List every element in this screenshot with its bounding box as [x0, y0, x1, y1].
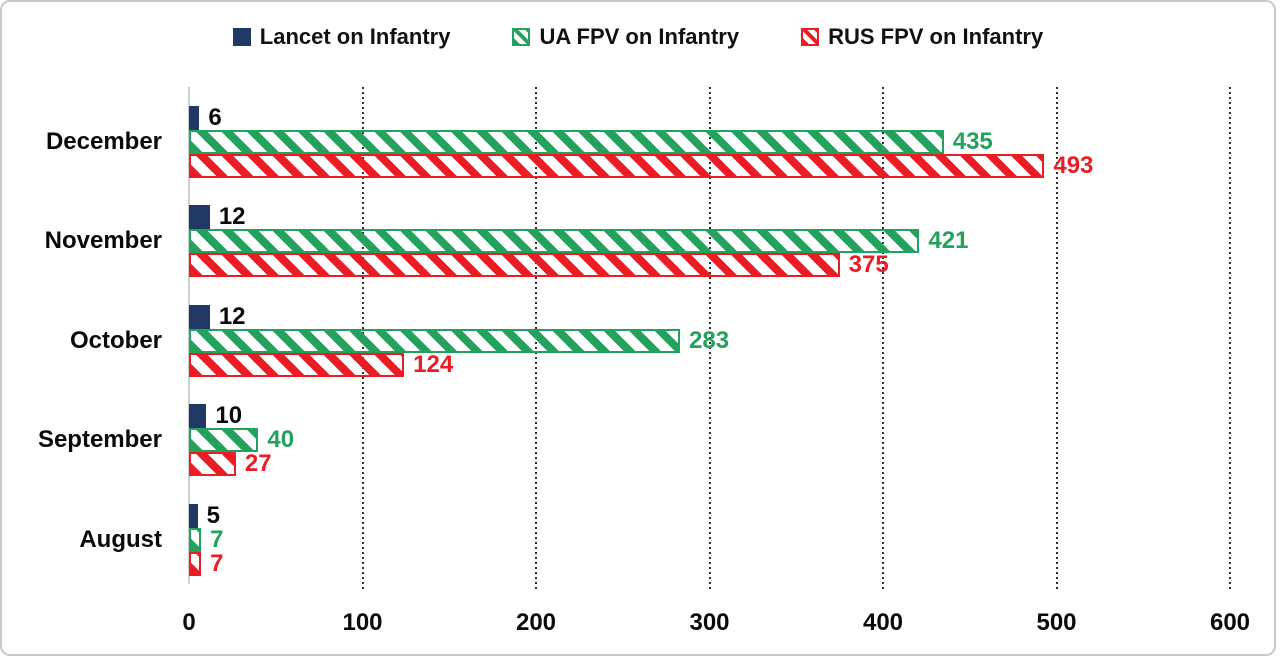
bar-december-series-2	[189, 154, 1045, 178]
bar-october-series-1	[189, 328, 680, 353]
bar-september-series-0	[189, 404, 207, 429]
x-tick-label-200: 200	[515, 609, 557, 636]
value-label-november-series-2: 375	[848, 251, 889, 279]
value-label-september-series-0: 10	[215, 402, 243, 430]
value-label-november-series-1: 421	[928, 227, 969, 255]
bar-october-series-0	[189, 304, 210, 329]
bar-november-series-0	[189, 205, 210, 230]
value-label-october-series-1: 283	[689, 326, 730, 354]
legend-swatch-icon	[232, 28, 251, 46]
value-label-december-series-2: 493	[1053, 152, 1094, 179]
category-label-december: December	[45, 128, 162, 155]
legend-item-1: UA FPV on Infantry	[512, 24, 739, 50]
legend-item-0: Lancet on Infantry	[232, 24, 451, 50]
x-tick-label-500: 500	[1036, 609, 1077, 636]
legend-swatch-icon	[801, 28, 820, 46]
x-tick-label-300: 300	[689, 609, 730, 636]
value-label-august-series-0: 5	[206, 501, 221, 529]
bar-november-series-1	[189, 229, 920, 254]
category-label-november: November	[44, 227, 162, 255]
bar-august-series-2	[189, 551, 202, 576]
bar-august-series-0	[189, 503, 198, 528]
x-tick-label-400: 400	[862, 609, 904, 636]
value-label-september-series-1: 40	[267, 426, 295, 454]
x-tick-label-600: 600	[1209, 609, 1251, 636]
legend-label: UA FPV on Infantry	[539, 24, 740, 49]
category-label-august: August	[79, 525, 162, 553]
gridline-400	[882, 87, 884, 590]
x-tick-label-100: 100	[342, 609, 383, 636]
value-label-october-series-2: 124	[413, 350, 454, 378]
value-label-august-series-2: 7	[210, 549, 224, 577]
value-label-december-series-1: 435	[952, 128, 993, 155]
x-tick-label-0: 0	[182, 609, 196, 636]
value-label-november-series-0: 12	[218, 203, 246, 231]
bar-november-series-2	[189, 253, 840, 278]
legend-label: RUS FPV on Infantry	[828, 24, 1044, 49]
value-label-december-series-0: 6	[208, 104, 222, 131]
bar-october-series-2	[189, 352, 405, 377]
legend-item-2: RUS FPV on Infantry	[801, 24, 1043, 50]
bar-august-series-1	[189, 527, 202, 552]
bar-december-series-0	[189, 106, 200, 130]
bar-december-series-1	[189, 130, 944, 154]
gridline-300	[708, 87, 711, 590]
bar-september-series-1	[189, 428, 259, 453]
value-label-october-series-0: 12	[218, 302, 246, 330]
gridline-500	[1055, 87, 1058, 590]
legend-swatch-icon	[512, 28, 531, 46]
category-label-september: September	[37, 426, 162, 454]
value-label-august-series-1: 7	[210, 525, 224, 553]
category-label-october: October	[69, 326, 162, 354]
bar-september-series-2	[189, 452, 236, 477]
value-label-september-series-2: 27	[244, 450, 272, 478]
chart-legend: Lancet on Infantry UA FPV on Infantry RUS …	[2, 24, 1274, 50]
gridline-600	[1229, 87, 1231, 590]
legend-label: Lancet on Infantry	[259, 24, 451, 49]
